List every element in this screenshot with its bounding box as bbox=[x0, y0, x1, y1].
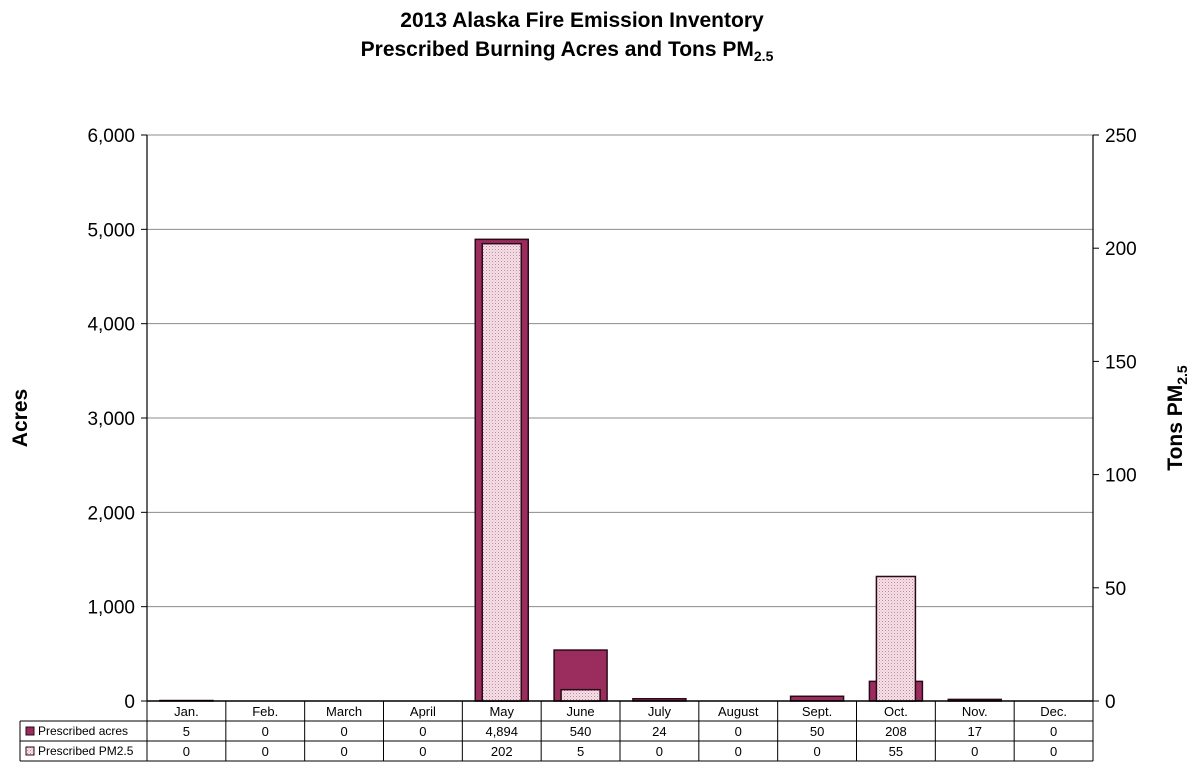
chart-subtitle-sub: 2.5 bbox=[754, 48, 774, 64]
y-tick-label: 6,000 bbox=[87, 126, 135, 147]
data-label: 0 bbox=[183, 744, 190, 759]
x-tick-label: May bbox=[489, 704, 514, 719]
bar-prescribed-pm25 bbox=[481, 242, 522, 702]
x-tick-label: June bbox=[566, 704, 594, 719]
gridlines bbox=[147, 134, 1093, 608]
legend-label-acres: Prescribed acres bbox=[38, 724, 128, 738]
data-label: 55 bbox=[889, 744, 903, 759]
y2-axis-title-main: Tons PM bbox=[1164, 385, 1187, 471]
data-label: 50 bbox=[810, 724, 824, 739]
data-label: 0 bbox=[1050, 724, 1057, 739]
y2-tick-label: 200 bbox=[1105, 239, 1137, 260]
data-label: 0 bbox=[813, 744, 820, 759]
legend-label-pm25: Prescribed PM2.5 bbox=[38, 744, 134, 758]
x-tick-label: April bbox=[410, 704, 436, 719]
y2-tick-label: 50 bbox=[1105, 579, 1126, 600]
data-label: 0 bbox=[419, 744, 426, 759]
y-tick-label: 0 bbox=[124, 692, 135, 713]
legend-swatch-pm25 bbox=[25, 746, 35, 756]
data-label: 202 bbox=[491, 744, 513, 759]
data-label: 4,894 bbox=[485, 724, 518, 739]
data-label: 0 bbox=[340, 744, 347, 759]
chart-title: 2013 Alaska Fire Emission Inventory bbox=[400, 9, 764, 32]
x-tick-label: Jan. bbox=[174, 704, 199, 719]
bar-prescribed-pm25 bbox=[560, 688, 601, 702]
y2-axis-title-sub: 2.5 bbox=[1174, 365, 1190, 385]
y2-tick-label: 100 bbox=[1105, 466, 1137, 487]
data-label: 17 bbox=[968, 724, 982, 739]
y2-tick-label: 150 bbox=[1105, 352, 1137, 373]
data-label: 0 bbox=[735, 724, 742, 739]
data-label: 5 bbox=[577, 744, 584, 759]
data-label: 0 bbox=[419, 724, 426, 739]
data-label: 0 bbox=[340, 724, 347, 739]
data-label: 24 bbox=[652, 724, 666, 739]
y-tick-label: 4,000 bbox=[87, 315, 135, 336]
data-table: Jan. Feb. March April May June July August Sept.… bbox=[19, 701, 1094, 762]
data-label: 208 bbox=[885, 724, 907, 739]
axes: 0 1,000 2,000 3,000 4,000 5,000 6,000 0 50 100 150… bbox=[87, 126, 1136, 713]
x-tick-label: March bbox=[326, 704, 362, 719]
y-axis-title: Acres bbox=[9, 389, 32, 447]
y-tick-label: 1,000 bbox=[87, 598, 135, 619]
y2-tick-label: 250 bbox=[1105, 126, 1137, 147]
data-label: 0 bbox=[735, 744, 742, 759]
x-tick-label: Nov. bbox=[962, 704, 988, 719]
data-label: 0 bbox=[656, 744, 663, 759]
x-tick-label: Feb. bbox=[252, 704, 278, 719]
y-tick-label: 2,000 bbox=[87, 503, 135, 524]
y2-tick-label: 0 bbox=[1105, 692, 1116, 713]
legend-swatch-acres bbox=[25, 726, 35, 736]
data-label: 0 bbox=[262, 724, 269, 739]
data-label: 0 bbox=[262, 744, 269, 759]
data-label: 540 bbox=[570, 724, 592, 739]
x-tick-label: July bbox=[648, 704, 672, 719]
y2-axis-title: Tons PM2.5 bbox=[1164, 365, 1190, 471]
x-tick-label: Dec. bbox=[1040, 704, 1067, 719]
x-tick-label: Sept. bbox=[802, 704, 832, 719]
x-tick-label: August bbox=[718, 704, 759, 719]
bars bbox=[159, 238, 1002, 702]
y-tick-label: 3,000 bbox=[87, 409, 135, 430]
chart-subtitle-main: Prescribed Burning Acres and Tons PM bbox=[361, 38, 754, 61]
bar-prescribed-pm25 bbox=[875, 575, 917, 702]
x-tick-label: Oct. bbox=[884, 704, 908, 719]
data-label: 0 bbox=[971, 744, 978, 759]
data-label: 5 bbox=[183, 724, 190, 739]
y-tick-label: 5,000 bbox=[87, 220, 135, 241]
data-label: 0 bbox=[1050, 744, 1057, 759]
chart-subtitle: Prescribed Burning Acres and Tons PM2.5 bbox=[361, 38, 774, 64]
